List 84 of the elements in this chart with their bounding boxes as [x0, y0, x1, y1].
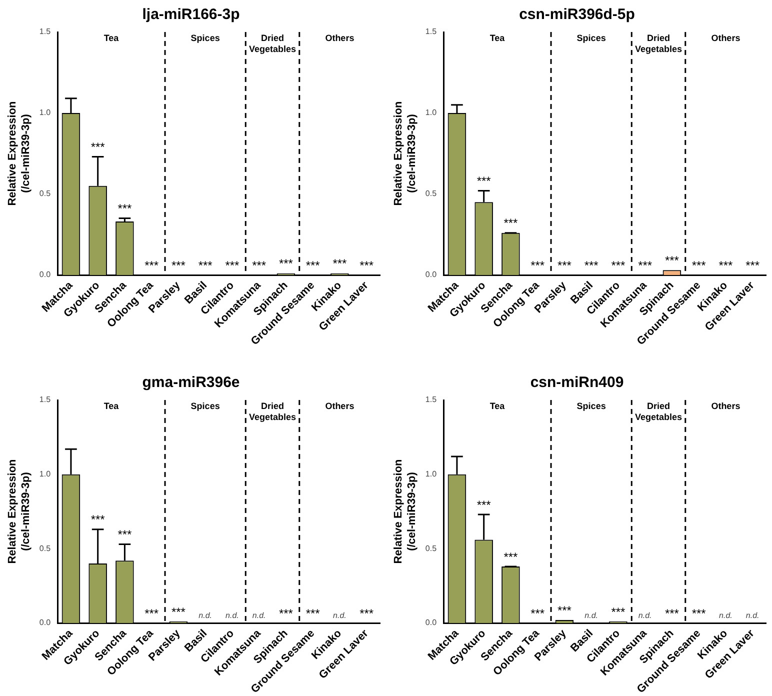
annotation: n.d.	[719, 611, 732, 620]
chart-title: csn-miRn409	[530, 374, 624, 392]
annotation: n.d.	[333, 611, 346, 620]
annotation: Spices	[576, 32, 606, 43]
annotation: ***	[90, 512, 106, 527]
y-tick-label: 1.5	[425, 395, 438, 404]
annotation: Dried Vegetables	[248, 32, 296, 54]
y-tick-label: 0.0	[425, 618, 438, 628]
annotation: Others	[325, 32, 354, 43]
annotation: Others	[711, 32, 740, 43]
annotation: n.d.	[198, 611, 212, 620]
annotation: Others	[711, 400, 740, 411]
y-tick-label: 0.0	[425, 270, 438, 280]
annotation: ***	[360, 606, 374, 620]
annotation: Dried Vegetables	[634, 400, 682, 422]
annotation: Dried Vegetables	[248, 400, 296, 422]
chart-title: lja-miR166-3p	[142, 6, 240, 24]
annotation: ***	[557, 603, 572, 618]
y-tick-label: 1.5	[39, 27, 52, 36]
annotation: ***	[278, 606, 294, 620]
annotation: ***	[118, 202, 132, 216]
annotation: ***	[664, 253, 680, 268]
y-tick-label: 1.0	[39, 108, 52, 118]
y-tick-label: 0.5	[425, 189, 438, 198]
annotation: n.d.	[252, 611, 266, 620]
annotation: ***	[718, 258, 734, 272]
y-tick-label: 1.0	[425, 108, 438, 118]
annotation: Others	[325, 400, 354, 411]
annotation: ***	[692, 258, 706, 272]
chart-title: gma-miR396e	[142, 374, 240, 392]
annotation: ***	[530, 258, 545, 272]
annotation: Tea	[104, 32, 120, 43]
annotation: Spices	[576, 400, 606, 411]
annotation: ***	[144, 606, 159, 620]
annotation: ***	[476, 174, 492, 188]
annotation: ***	[530, 606, 545, 620]
y-axis-title: Relative Expression (/cel-miR39-3p)	[6, 458, 32, 564]
y-tick-label: 0.5	[39, 544, 52, 553]
y-axis-title: Relative Expression (/cel-miR39-3p)	[392, 100, 418, 206]
annotation: ***	[306, 606, 320, 620]
y-tick-label: 0.0	[39, 618, 52, 628]
annotation: Tea	[104, 400, 120, 411]
annotation: ***	[171, 258, 186, 272]
annotation: Spices	[190, 400, 220, 411]
annotation: Dried Vegetables	[634, 32, 682, 54]
annotation: n.d.	[584, 611, 598, 620]
annotation: ***	[90, 140, 106, 154]
y-tick-label: 1.5	[425, 27, 438, 36]
annotation: ***	[306, 258, 320, 272]
y-axis-title: Relative Expression (/cel-miR39-3p)	[6, 100, 32, 206]
y-tick-label: 1.5	[39, 395, 52, 404]
annotation: ***	[225, 258, 240, 272]
annotation: ***	[332, 256, 348, 271]
annotation: ***	[198, 258, 213, 272]
annotation: ***	[476, 498, 492, 512]
y-tick-label: 0.0	[39, 270, 52, 280]
annotation: ***	[278, 256, 294, 271]
annotation: ***	[557, 258, 572, 272]
annotation: ***	[252, 258, 266, 272]
annotation: n.d.	[746, 611, 760, 620]
y-tick-label: 1.0	[425, 470, 438, 479]
y-axis-title: Relative Expression (/cel-miR39-3p)	[392, 458, 418, 564]
annotation: ***	[746, 258, 760, 272]
annotation: Tea	[490, 32, 506, 43]
annotation: ***	[611, 258, 626, 272]
annotation: ***	[171, 604, 186, 619]
y-tick-label: 1.0	[39, 470, 52, 479]
annotation: ***	[638, 258, 652, 272]
annotation: ***	[118, 528, 132, 542]
annotation: n.d.	[226, 611, 239, 620]
chart-title: csn-miR396d-5p	[519, 6, 635, 24]
annotation: ***	[360, 258, 374, 272]
annotation: ***	[584, 258, 599, 272]
annotation: ***	[664, 606, 680, 620]
annotation: n.d.	[638, 611, 652, 620]
annotation: ***	[692, 606, 706, 620]
y-tick-label: 0.5	[425, 544, 438, 553]
annotation: Tea	[490, 400, 506, 411]
annotation: ***	[611, 604, 626, 619]
annotation: Spices	[190, 32, 220, 43]
annotation: ***	[144, 258, 159, 272]
y-tick-label: 0.5	[39, 189, 52, 198]
annotation: ***	[504, 550, 518, 564]
annotation: ***	[504, 216, 518, 230]
